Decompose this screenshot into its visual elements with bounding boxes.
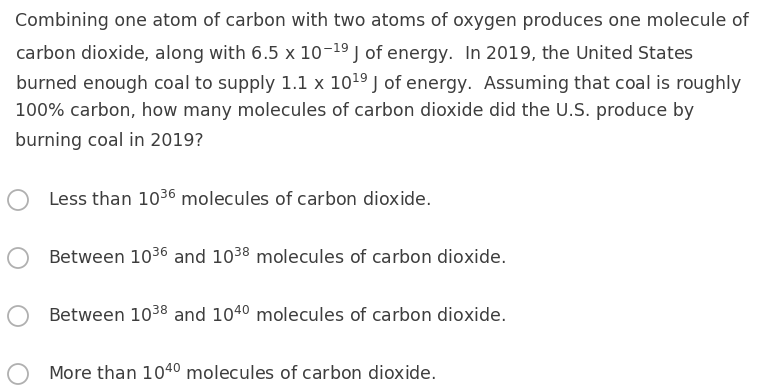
Text: Between 10$^{36}$ and 10$^{38}$ molecules of carbon dioxide.: Between 10$^{36}$ and 10$^{38}$ molecule…: [48, 248, 505, 268]
Text: burned enough coal to supply 1.1 x 10$^{19}$ J of energy.  Assuming that coal is: burned enough coal to supply 1.1 x 10$^{…: [15, 72, 742, 96]
Text: carbon dioxide, along with 6.5 x 10$^{-19}$ J of energy.  In 2019, the United St: carbon dioxide, along with 6.5 x 10$^{-1…: [15, 42, 694, 66]
Text: burning coal in 2019?: burning coal in 2019?: [15, 132, 203, 150]
Text: Between 10$^{38}$ and 10$^{40}$ molecules of carbon dioxide.: Between 10$^{38}$ and 10$^{40}$ molecule…: [48, 306, 505, 326]
Text: More than 10$^{40}$ molecules of carbon dioxide.: More than 10$^{40}$ molecules of carbon …: [48, 364, 436, 384]
Text: Combining one atom of carbon with two atoms of oxygen produces one molecule of: Combining one atom of carbon with two at…: [15, 12, 749, 30]
Text: Less than 10$^{36}$ molecules of carbon dioxide.: Less than 10$^{36}$ molecules of carbon …: [48, 190, 431, 210]
Text: 100% carbon, how many molecules of carbon dioxide did the U.S. produce by: 100% carbon, how many molecules of carbo…: [15, 102, 694, 120]
